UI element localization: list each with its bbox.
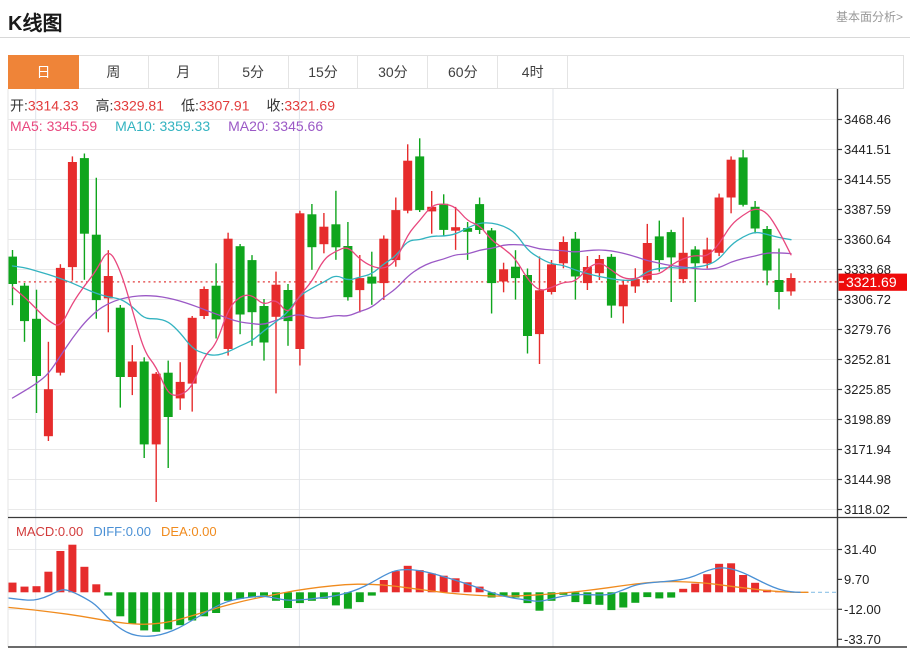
svg-text:31.40: 31.40 [844,542,877,557]
svg-text:3321.69: 3321.69 [846,274,897,290]
svg-text:3225.85: 3225.85 [844,382,891,397]
svg-text:3414.55: 3414.55 [844,172,891,187]
svg-text:9.70: 9.70 [844,572,869,587]
svg-text:3279.76: 3279.76 [844,322,891,337]
svg-text:3468.46: 3468.46 [844,112,891,127]
svg-text:3144.98: 3144.98 [844,472,891,487]
svg-text:3118.02: 3118.02 [844,502,890,517]
svg-text:3360.64: 3360.64 [844,232,891,247]
svg-text:-12.00: -12.00 [844,602,881,617]
svg-text:3333.68: 3333.68 [844,262,891,277]
svg-text:3198.89: 3198.89 [844,412,891,427]
svg-text:开:3314.33高:3329.81低:3307.91收:3: 开:3314.33 高:3329.81 低:3307.91 收:3321.69 [10,98,335,114]
svg-text:3252.81: 3252.81 [844,352,891,367]
svg-text:3171.94: 3171.94 [844,442,891,457]
svg-text:3441.51: 3441.51 [844,142,891,157]
svg-text:3306.72: 3306.72 [844,292,891,307]
svg-text:-33.70: -33.70 [844,632,881,647]
svg-text:3387.59: 3387.59 [844,202,891,217]
